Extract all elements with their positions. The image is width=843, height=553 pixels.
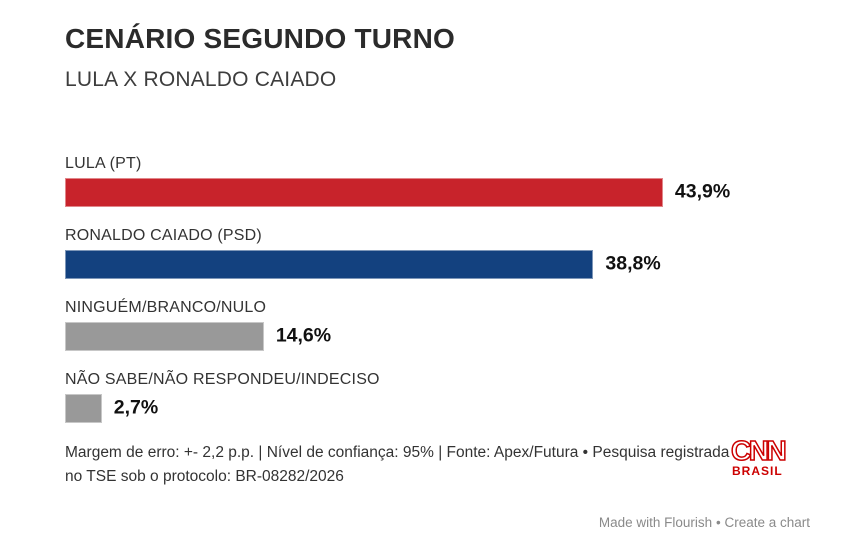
bar-category-label: NINGUÉM/BRANCO/NULO <box>65 298 267 316</box>
bar-value-label: 2,7% <box>113 396 159 419</box>
bar-value-label: 14,6% <box>275 324 332 347</box>
chart-subtitle: LULA X RONALDO CAIADO <box>65 67 337 91</box>
bar[interactable] <box>65 393 102 423</box>
bar-category-label: LULA (PT) <box>65 154 142 172</box>
footnote: Margem de erro: +- 2,2 p.p. | Nível de c… <box>65 443 730 485</box>
cnn-logo-region-text: BRASIL <box>732 464 783 478</box>
bar-row: NÃO SABE/NÃO RESPONDEU/INDECISO 2,7% <box>65 371 795 423</box>
cnn-brasil-logo: CNN BRASIL <box>730 434 795 484</box>
bar-track: 38,8% <box>65 249 780 279</box>
flourish-credit: Made with Flourish • Create a chart <box>599 515 810 530</box>
cnn-logo-text: CNN <box>731 435 785 466</box>
bar-row: RONALDO CAIADO (PSD) 38,8% <box>65 227 795 279</box>
bar-value-label: 38,8% <box>605 252 661 275</box>
made-with-flourish-link[interactable]: Made with Flourish <box>598 515 713 530</box>
bar-category-label: RONALDO CAIADO (PSD) <box>65 226 262 244</box>
chart-footer: Margem de erro: +- 2,2 p.p. | Nível de c… <box>65 434 795 489</box>
bar[interactable] <box>65 321 264 351</box>
bar-category-label: NÃO SABE/NÃO RESPONDEU/INDECISO <box>65 370 380 388</box>
bar[interactable] <box>65 249 594 279</box>
bar[interactable] <box>65 177 663 207</box>
bar-track: 43,9% <box>65 177 780 207</box>
cnn-logo-graphic: CNN BRASIL <box>730 434 788 478</box>
credit-separator: • <box>715 515 721 530</box>
bar-track: 14,6% <box>65 321 780 351</box>
bar-row: LULA (PT) 43,9% <box>65 155 795 207</box>
chart-title: CENÁRIO SEGUNDO TURNO <box>65 23 455 54</box>
bar-row: NINGUÉM/BRANCO/NULO 14,6% <box>65 299 795 351</box>
bar-value-label: 43,9% <box>674 180 731 203</box>
bar-track: 2,7% <box>65 393 780 423</box>
bar-chart: LULA (PT) 43,9% RONALDO CAIADO (PSD) 38,8% N… <box>65 155 795 423</box>
create-a-chart-link[interactable]: Create a chart <box>724 515 810 530</box>
